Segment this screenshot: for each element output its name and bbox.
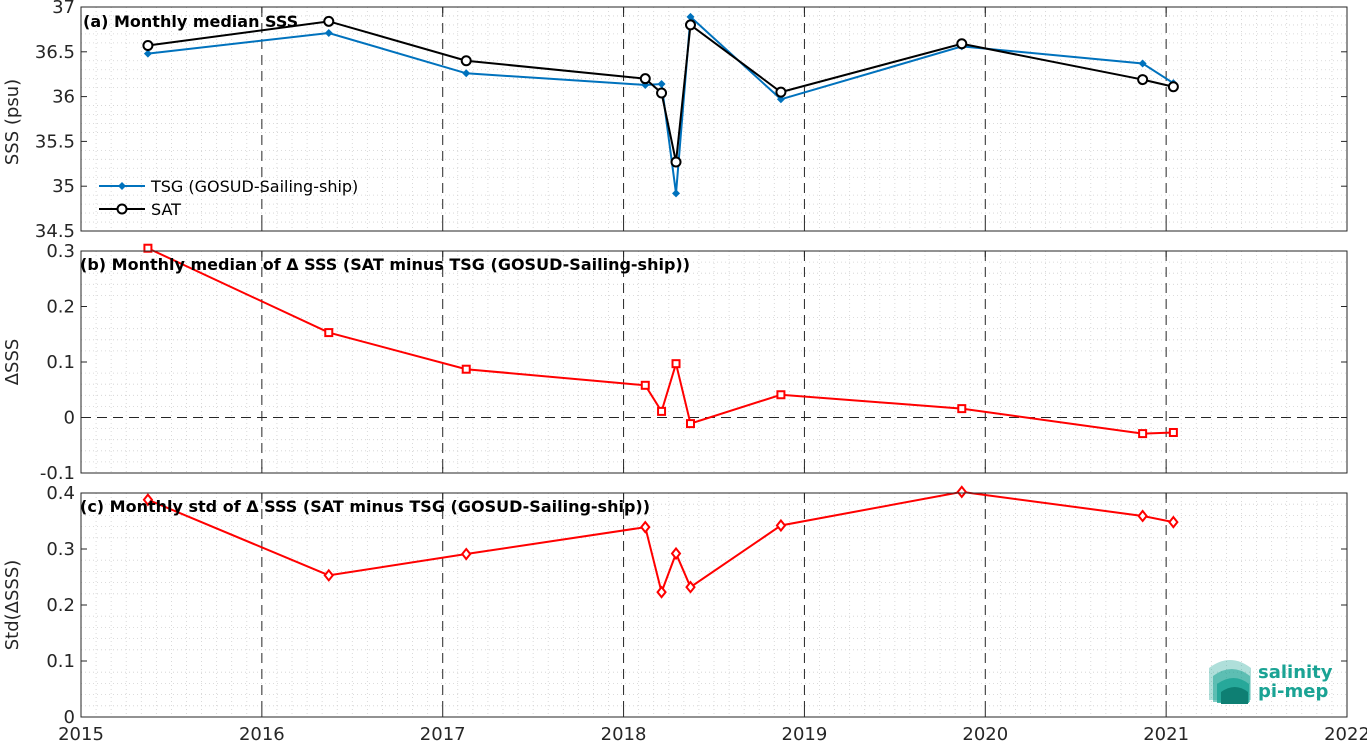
data-point-a-0 xyxy=(672,189,681,198)
y-tick-label: 35 xyxy=(52,176,75,197)
y-tick-label: 0.1 xyxy=(46,651,75,672)
data-point-a-1 xyxy=(1167,81,1179,93)
panel-a-sss: 34.5 35 35.5 36 36.5 37 (a) Monthly median SS… xyxy=(2,0,1348,242)
x-tick-label: 2016 xyxy=(239,724,285,745)
logo-text-line2: pi-mep xyxy=(1258,681,1328,702)
panel-c-std-delta-sss: 0 0.1 0.2 0.3 0.4 (c) Monthly std of Δ SSS (… xyxy=(2,483,1348,728)
data-point-c-0 xyxy=(670,546,682,561)
y-tick-label: 0.3 xyxy=(46,539,75,560)
y-tick-label: 36.5 xyxy=(35,42,75,63)
data-point-b-0 xyxy=(1168,427,1178,437)
panel-a-grid xyxy=(80,6,1348,232)
x-tick-label: 2022 xyxy=(1324,724,1367,745)
x-tick-label: 2018 xyxy=(601,724,647,745)
data-point-b-0 xyxy=(461,364,471,374)
data-point-a-1 xyxy=(684,19,696,31)
y-tick-label: 37 xyxy=(52,0,75,18)
logo-waves-icon xyxy=(1209,660,1251,704)
panel-b-grid xyxy=(80,250,1348,474)
x-tick-label: 2020 xyxy=(962,724,1008,745)
data-point-a-1 xyxy=(1137,74,1149,86)
data-point-b-0 xyxy=(685,419,695,429)
y-tick-label: 34.5 xyxy=(35,221,75,242)
data-point-c-0 xyxy=(142,493,154,507)
data-point-a-0 xyxy=(686,12,695,21)
x-tick-label: 2017 xyxy=(420,724,466,745)
y-tick-label: 0.3 xyxy=(46,241,75,262)
y-tick-label: 0.4 xyxy=(46,483,75,504)
data-point-a-1 xyxy=(670,156,682,168)
y-tick-label: 36 xyxy=(52,87,75,108)
y-tick-label: 0 xyxy=(64,408,75,429)
data-point-a-0 xyxy=(462,69,471,78)
legend-sat-label: SAT xyxy=(151,200,181,219)
panel-b-marks xyxy=(143,243,1178,439)
data-point-b-0 xyxy=(776,390,786,400)
data-point-c-0 xyxy=(685,580,696,594)
x-tick-label: 2015 xyxy=(58,724,104,745)
panel-a-y-axis-label: SSS (psu) xyxy=(2,79,23,165)
y-tick-label: 35.5 xyxy=(35,131,75,152)
data-point-c-0 xyxy=(460,547,472,561)
data-point-a-1 xyxy=(142,40,154,52)
data-point-c-0 xyxy=(656,585,667,599)
data-point-c-0 xyxy=(323,568,335,582)
data-point-a-1 xyxy=(956,38,968,50)
data-point-a-0 xyxy=(324,28,333,37)
data-point-c-0 xyxy=(956,485,968,499)
data-point-c-0 xyxy=(1168,515,1179,529)
data-point-b-0 xyxy=(143,243,153,253)
panel-c-grid xyxy=(80,492,1348,718)
y-tick-label: 0.2 xyxy=(46,297,75,318)
panel-c-y-tick-labels: 0 0.1 0.2 0.3 0.4 xyxy=(46,483,75,728)
legend-tsg-label: TSG (GOSUD-Sailing-ship) xyxy=(150,177,358,196)
data-point-b-0 xyxy=(671,359,681,369)
data-point-a-0 xyxy=(657,80,666,89)
data-point-a-0 xyxy=(776,95,785,104)
data-point-b-0 xyxy=(324,328,334,338)
salinity-pi-mep-logo: salinity pi-mep xyxy=(1209,660,1333,704)
data-point-b-0 xyxy=(657,406,667,416)
logo-text-line1: salinity xyxy=(1258,662,1333,683)
y-tick-label: 0 xyxy=(64,707,75,728)
data-point-c-0 xyxy=(1137,509,1148,523)
panel-a-frame xyxy=(80,6,1348,232)
data-point-a-1 xyxy=(775,86,787,98)
data-point-a-1 xyxy=(639,73,651,85)
data-point-a-1 xyxy=(323,15,335,27)
panel-b-y-axis-label: ΔSSS xyxy=(2,339,23,386)
y-tick-label: 0.2 xyxy=(46,595,75,616)
panel-a-y-tick-labels: 34.5 35 35.5 36 36.5 37 xyxy=(35,0,75,242)
data-point-b-0 xyxy=(957,404,967,414)
data-point-c-0 xyxy=(775,518,787,533)
panel-c-frame xyxy=(80,492,1348,718)
legend-tsg-marker xyxy=(118,182,126,190)
panel-c-title: (c) Monthly std of Δ SSS (SAT minus TSG … xyxy=(80,497,650,516)
panel-a-legend: TSG (GOSUD-Sailing-ship) SAT xyxy=(99,177,358,219)
data-point-b-0 xyxy=(1138,429,1148,439)
x-axis-tick-labels: 2015 2016 2017 2018 2019 2020 2021 2022 xyxy=(58,724,1367,745)
data-point-c-0 xyxy=(639,520,651,534)
legend-sat-marker xyxy=(116,203,128,215)
x-tick-label: 2019 xyxy=(782,724,828,745)
x-tick-label: 2021 xyxy=(1143,724,1189,745)
panel-b-delta-sss: -0.1 0 0.1 0.2 0.3 (b) Monthly median of Δ S… xyxy=(2,241,1348,484)
panel-c-marks xyxy=(142,485,1179,599)
panel-a-marks xyxy=(142,12,1179,198)
y-tick-label: 0.1 xyxy=(46,352,75,373)
panel-b-y-tick-labels: -0.1 0 0.1 0.2 0.3 xyxy=(40,241,75,484)
panel-b-frame xyxy=(80,250,1348,474)
panel-b-title: (b) Monthly median of Δ SSS (SAT minus T… xyxy=(80,255,690,274)
data-point-a-0 xyxy=(1138,59,1147,68)
data-point-a-0 xyxy=(143,49,152,58)
data-point-a-1 xyxy=(460,55,472,67)
y-tick-label: -0.1 xyxy=(40,463,75,484)
data-point-a-1 xyxy=(656,87,668,99)
panel-c-y-axis-label: Std(ΔSSS) xyxy=(2,560,23,651)
panel-a-title: (a) Monthly median SSS xyxy=(83,12,298,31)
data-point-b-0 xyxy=(640,380,650,390)
